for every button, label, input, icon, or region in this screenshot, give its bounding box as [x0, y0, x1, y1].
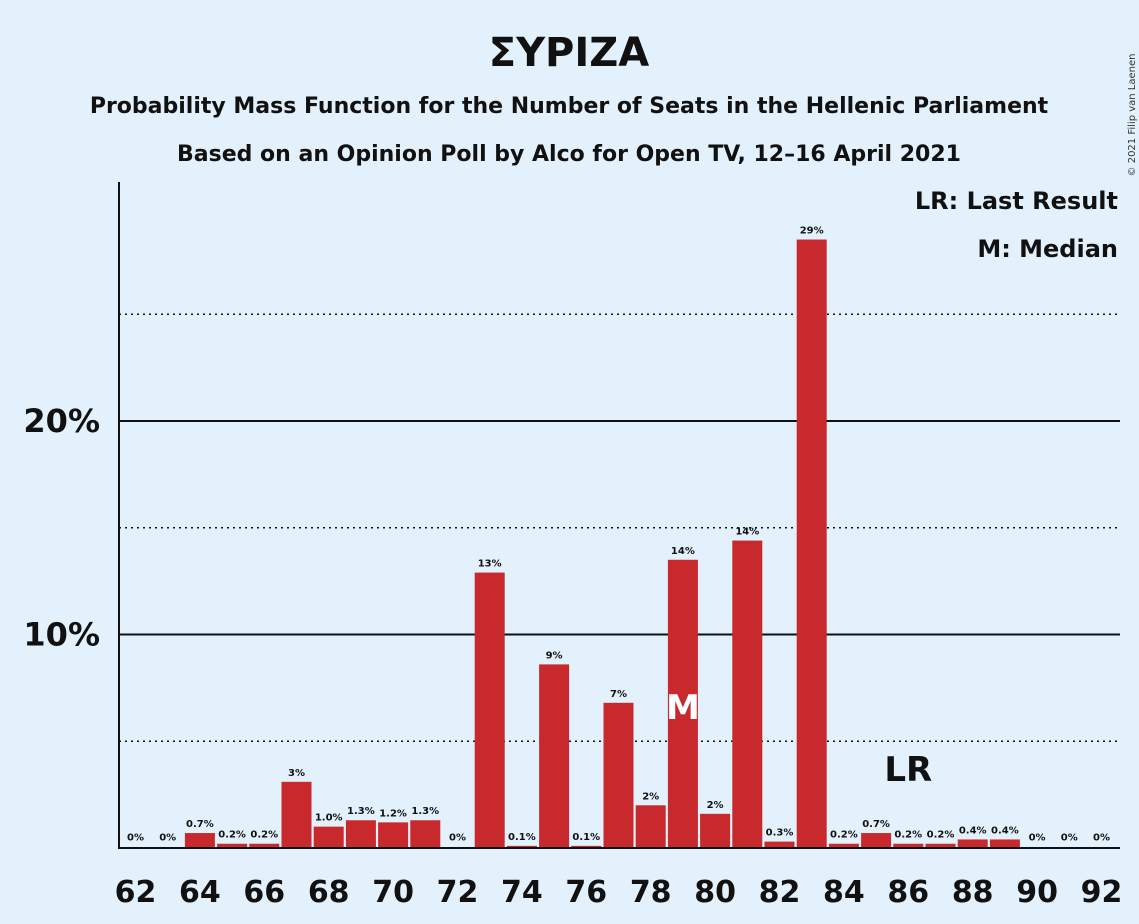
- x-tick-label: 88: [952, 875, 994, 910]
- data-label-89: 0.4%: [991, 825, 1019, 836]
- copyright-note: © 2021 Filip van Laenen: [1127, 54, 1138, 177]
- bar-64: [184, 833, 215, 848]
- legend-last-result: LR: Last Result: [915, 187, 1118, 215]
- chart-subtitle-2: Based on an Opinion Poll by Alco for Ope…: [177, 142, 961, 167]
- bars: [184, 239, 1020, 848]
- chart-title: ΣΥΡΙΖΑ: [489, 30, 649, 76]
- data-label-68: 1.0%: [315, 813, 343, 824]
- x-tick-label: 66: [243, 875, 285, 910]
- bar-79: [667, 559, 698, 848]
- x-tick-label: 86: [887, 875, 929, 910]
- data-label-78: 2%: [642, 791, 659, 802]
- data-label-63: 0%: [159, 833, 176, 844]
- bar-73: [474, 572, 505, 848]
- x-tick-label: 64: [179, 875, 221, 910]
- data-label-88: 0.4%: [959, 825, 987, 836]
- data-label-70: 1.2%: [379, 808, 407, 819]
- bar-86: [893, 843, 924, 848]
- last-result-marker: LR: [884, 750, 932, 790]
- data-label-66: 0.2%: [250, 830, 278, 841]
- x-tick-label: 70: [372, 875, 414, 910]
- data-label-62: 0%: [127, 833, 144, 844]
- x-tick-label: 80: [694, 875, 736, 910]
- y-tick-label: 20%: [23, 402, 100, 440]
- data-label-84: 0.2%: [830, 830, 858, 841]
- data-label-67: 3%: [288, 768, 305, 779]
- legend-median: M: Median: [977, 235, 1118, 263]
- x-tick-label: 62: [115, 875, 157, 910]
- median-marker: M: [666, 688, 700, 728]
- data-label-64: 0.7%: [186, 819, 214, 830]
- data-label-79: 14%: [671, 546, 695, 557]
- x-tick-label: 84: [823, 875, 865, 910]
- bar-69: [345, 820, 376, 848]
- data-label-83: 29%: [800, 226, 824, 237]
- bar-81: [732, 540, 763, 848]
- data-label-91: 0%: [1061, 833, 1078, 844]
- data-label-71: 1.3%: [411, 806, 439, 817]
- bar-76: [571, 845, 602, 848]
- x-tick-label: 82: [759, 875, 801, 910]
- data-label-85: 0.7%: [862, 819, 890, 830]
- data-label-87: 0.2%: [927, 830, 955, 841]
- bar-68: [313, 826, 344, 848]
- x-tick-label: 72: [437, 875, 479, 910]
- bar-67: [281, 781, 312, 848]
- data-label-72: 0%: [449, 833, 466, 844]
- y-axis-ticks: 10% 20%: [23, 402, 100, 654]
- bar-75: [539, 664, 570, 848]
- data-label-73: 13%: [478, 559, 502, 570]
- bar-70: [378, 822, 409, 848]
- bar-84: [828, 843, 859, 848]
- data-label-75: 9%: [546, 650, 563, 661]
- gridlines: [119, 313, 1120, 742]
- bar-77: [603, 702, 634, 848]
- bar-78: [635, 805, 666, 848]
- bar-82: [764, 841, 795, 848]
- data-label-86: 0.2%: [894, 830, 922, 841]
- bar-74: [506, 845, 537, 848]
- y-tick-label: 10%: [23, 616, 100, 654]
- data-label-82: 0.3%: [766, 828, 794, 839]
- bar-66: [249, 843, 280, 848]
- x-tick-label: 90: [1016, 875, 1058, 910]
- x-tick-label: 68: [308, 875, 350, 910]
- bar-71: [410, 820, 441, 848]
- data-labels: 0% 0% 0.7% 0.2% 0.2% 3% 1.0% 1.3% 1.2% 1.3% 0% 13% 0…: [127, 226, 1110, 844]
- bar-87: [925, 843, 956, 848]
- chart-subtitle-1: Probability Mass Function for the Number…: [90, 94, 1049, 119]
- bar-89: [989, 839, 1020, 848]
- data-label-90: 0%: [1029, 833, 1046, 844]
- data-label-77: 7%: [610, 689, 627, 700]
- data-label-74: 0.1%: [508, 832, 536, 843]
- data-label-69: 1.3%: [347, 806, 375, 817]
- bar-65: [217, 843, 248, 848]
- x-axis-ticks: 62 64 66 68 70 72 74 76 78 80 82 84 86 88 90 92: [115, 875, 1123, 910]
- bar-80: [700, 813, 731, 848]
- x-tick-label: 76: [565, 875, 607, 910]
- data-label-76: 0.1%: [572, 832, 600, 843]
- bar-85: [861, 833, 892, 848]
- x-tick-label: 92: [1081, 875, 1123, 910]
- bar-88: [957, 839, 988, 848]
- data-label-65: 0.2%: [218, 830, 246, 841]
- bar-83: [796, 239, 827, 848]
- x-tick-label: 74: [501, 875, 543, 910]
- x-tick-label: 78: [630, 875, 672, 910]
- data-label-80: 2%: [707, 800, 724, 811]
- data-label-81: 14%: [735, 527, 759, 538]
- data-label-92: 0%: [1093, 833, 1110, 844]
